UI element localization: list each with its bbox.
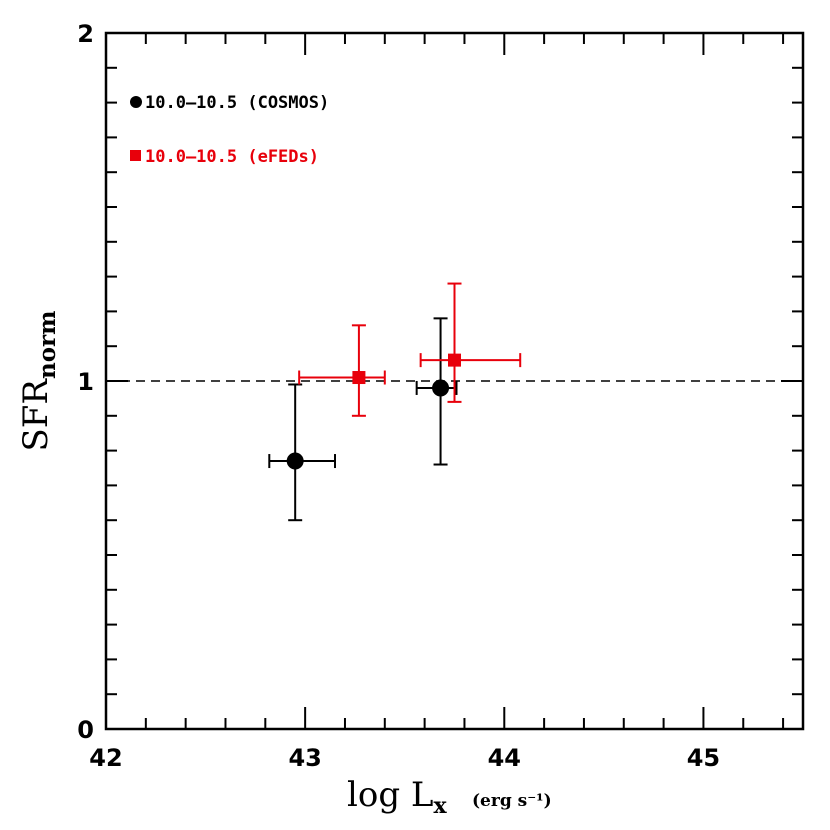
y-tick-label: 1 bbox=[77, 368, 94, 396]
x-axis-label-main: log L bbox=[347, 775, 434, 815]
data-point-efeds-1 bbox=[419, 282, 522, 403]
y-axis-label-main: SFR bbox=[16, 378, 56, 452]
x-tick-label: 43 bbox=[288, 744, 321, 772]
x-tick-label: 45 bbox=[687, 744, 720, 772]
legend-marker-efeds bbox=[130, 150, 141, 161]
x-tick-label: 44 bbox=[488, 744, 521, 772]
legend: 10.0–10.5 (COSMOS) 10.0–10.5 (eFEDs) bbox=[130, 93, 329, 167]
legend-marker-cosmos bbox=[130, 96, 142, 108]
point-marker-square bbox=[448, 353, 461, 367]
plot-frame bbox=[104, 31, 805, 731]
y-axis-label: SFRnorm bbox=[16, 310, 61, 451]
x-axis-units: (erg s⁻¹) bbox=[472, 791, 552, 811]
y-tick-label: 0 bbox=[77, 716, 94, 744]
point-marker-square bbox=[352, 371, 366, 385]
x-axis-label: log Lx bbox=[347, 775, 448, 819]
x-axis-label-sub: x bbox=[434, 793, 448, 819]
legend-label-cosmos: 10.0–10.5 (COSMOS) bbox=[145, 93, 329, 113]
point-marker-circle bbox=[432, 379, 450, 397]
legend-label-efeds: 10.0–10.5 (eFEDs) bbox=[145, 147, 319, 167]
data-layer bbox=[268, 282, 522, 522]
point-marker-circle bbox=[286, 452, 304, 470]
data-point-cosmos-1 bbox=[415, 317, 458, 466]
y-tick-label: 2 bbox=[77, 20, 94, 48]
y-axis-label-sub: norm bbox=[34, 310, 61, 379]
data-point-efeds-0 bbox=[298, 324, 386, 417]
data-point-cosmos-0 bbox=[268, 383, 337, 522]
x-tick-label: 42 bbox=[89, 744, 122, 772]
